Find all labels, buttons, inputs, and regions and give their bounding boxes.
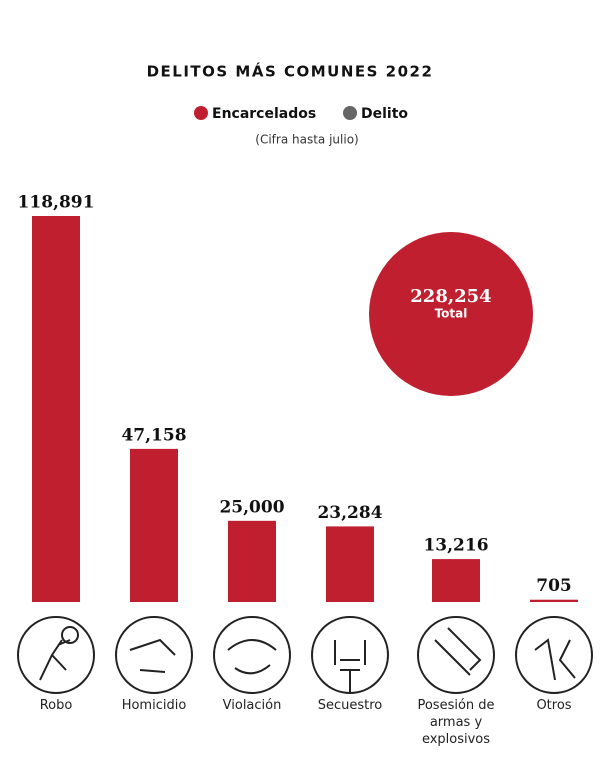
category-label: Robo: [39, 698, 73, 713]
bar: [228, 520, 276, 602]
bar: [432, 559, 480, 602]
legend-swatch: [343, 106, 357, 120]
total-value: 228,254: [410, 286, 491, 307]
category-label: Homicidio: [121, 698, 187, 713]
value-label: 13,216: [423, 536, 488, 556]
category-label: Secuestro: [317, 698, 383, 713]
bar: [326, 526, 374, 602]
subtitle: (Cifra hasta julio): [255, 133, 358, 147]
category-label: Posesión de armas y explosivos: [417, 698, 495, 747]
legend-label: Encarcelados: [212, 106, 316, 122]
value-label: 23,284: [317, 503, 382, 523]
bar: [32, 216, 80, 602]
bar: [530, 599, 578, 602]
total-circle: [369, 232, 533, 396]
chart-title: DELITOS MÁS COMUNES 2022: [147, 62, 434, 81]
value-label: 118,891: [18, 193, 95, 213]
legend-swatch: [194, 106, 208, 120]
value-label: 25,000: [219, 497, 284, 517]
value-label: 705: [536, 576, 572, 596]
category-label: Violación: [222, 698, 282, 713]
bar: [130, 448, 178, 602]
category-label: Otros: [536, 698, 572, 713]
legend-label: Delito: [361, 106, 408, 122]
total-label: Total: [435, 307, 468, 321]
value-label: 47,158: [121, 425, 186, 445]
icons: [17, 616, 593, 694]
